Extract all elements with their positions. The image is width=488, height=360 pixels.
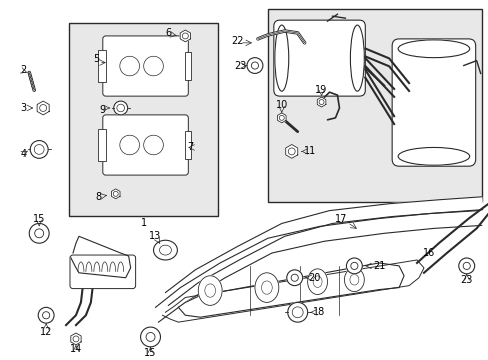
FancyBboxPatch shape <box>70 255 135 289</box>
Circle shape <box>346 258 362 274</box>
FancyBboxPatch shape <box>102 115 188 175</box>
Circle shape <box>287 302 307 322</box>
Bar <box>185 131 191 158</box>
Text: 19: 19 <box>315 85 327 95</box>
Text: 5: 5 <box>93 54 99 64</box>
Text: 17: 17 <box>335 213 347 224</box>
Text: 12: 12 <box>40 327 52 337</box>
Ellipse shape <box>254 273 278 302</box>
Ellipse shape <box>397 148 469 165</box>
Ellipse shape <box>344 268 364 292</box>
FancyBboxPatch shape <box>391 39 475 166</box>
Text: 23: 23 <box>233 60 246 71</box>
Circle shape <box>29 224 49 243</box>
Ellipse shape <box>307 269 327 294</box>
Bar <box>185 53 191 80</box>
Polygon shape <box>111 189 120 199</box>
Circle shape <box>286 270 302 285</box>
FancyBboxPatch shape <box>273 20 365 96</box>
Bar <box>98 129 105 161</box>
Polygon shape <box>155 211 481 322</box>
Text: 4: 4 <box>20 149 26 159</box>
Text: 3: 3 <box>20 103 26 113</box>
Circle shape <box>38 307 54 323</box>
Text: 13: 13 <box>149 231 162 241</box>
Circle shape <box>30 140 48 158</box>
Text: 15: 15 <box>33 213 45 224</box>
Polygon shape <box>165 197 482 305</box>
Bar <box>267 9 481 202</box>
Text: 22: 22 <box>230 36 243 46</box>
Text: 9: 9 <box>100 105 106 115</box>
Text: 14: 14 <box>70 344 82 354</box>
Text: 10: 10 <box>275 100 287 110</box>
Text: 11: 11 <box>303 147 315 156</box>
FancyBboxPatch shape <box>102 36 188 96</box>
Ellipse shape <box>350 25 364 91</box>
Text: 8: 8 <box>96 192 102 202</box>
Circle shape <box>246 58 263 73</box>
Circle shape <box>458 258 474 274</box>
Ellipse shape <box>274 25 288 91</box>
Text: 18: 18 <box>313 307 325 317</box>
Text: 16: 16 <box>422 248 434 258</box>
Ellipse shape <box>397 40 469 58</box>
Polygon shape <box>277 113 285 123</box>
Bar <box>69 23 218 216</box>
Text: 2: 2 <box>20 66 26 76</box>
Ellipse shape <box>198 276 222 305</box>
Circle shape <box>141 327 160 347</box>
Circle shape <box>114 101 127 115</box>
Text: 1: 1 <box>140 219 146 229</box>
Polygon shape <box>178 263 403 317</box>
Polygon shape <box>71 333 81 345</box>
Polygon shape <box>317 97 325 107</box>
Text: 21: 21 <box>372 261 385 271</box>
Bar <box>98 50 105 82</box>
Polygon shape <box>37 101 49 115</box>
Polygon shape <box>180 30 190 42</box>
Text: 7: 7 <box>187 143 193 152</box>
Text: 23: 23 <box>460 275 472 285</box>
Text: 6: 6 <box>165 28 171 38</box>
Text: 20: 20 <box>308 273 320 283</box>
Polygon shape <box>285 144 297 158</box>
Text: 15: 15 <box>144 348 156 358</box>
Polygon shape <box>71 236 130 278</box>
Ellipse shape <box>153 240 177 260</box>
